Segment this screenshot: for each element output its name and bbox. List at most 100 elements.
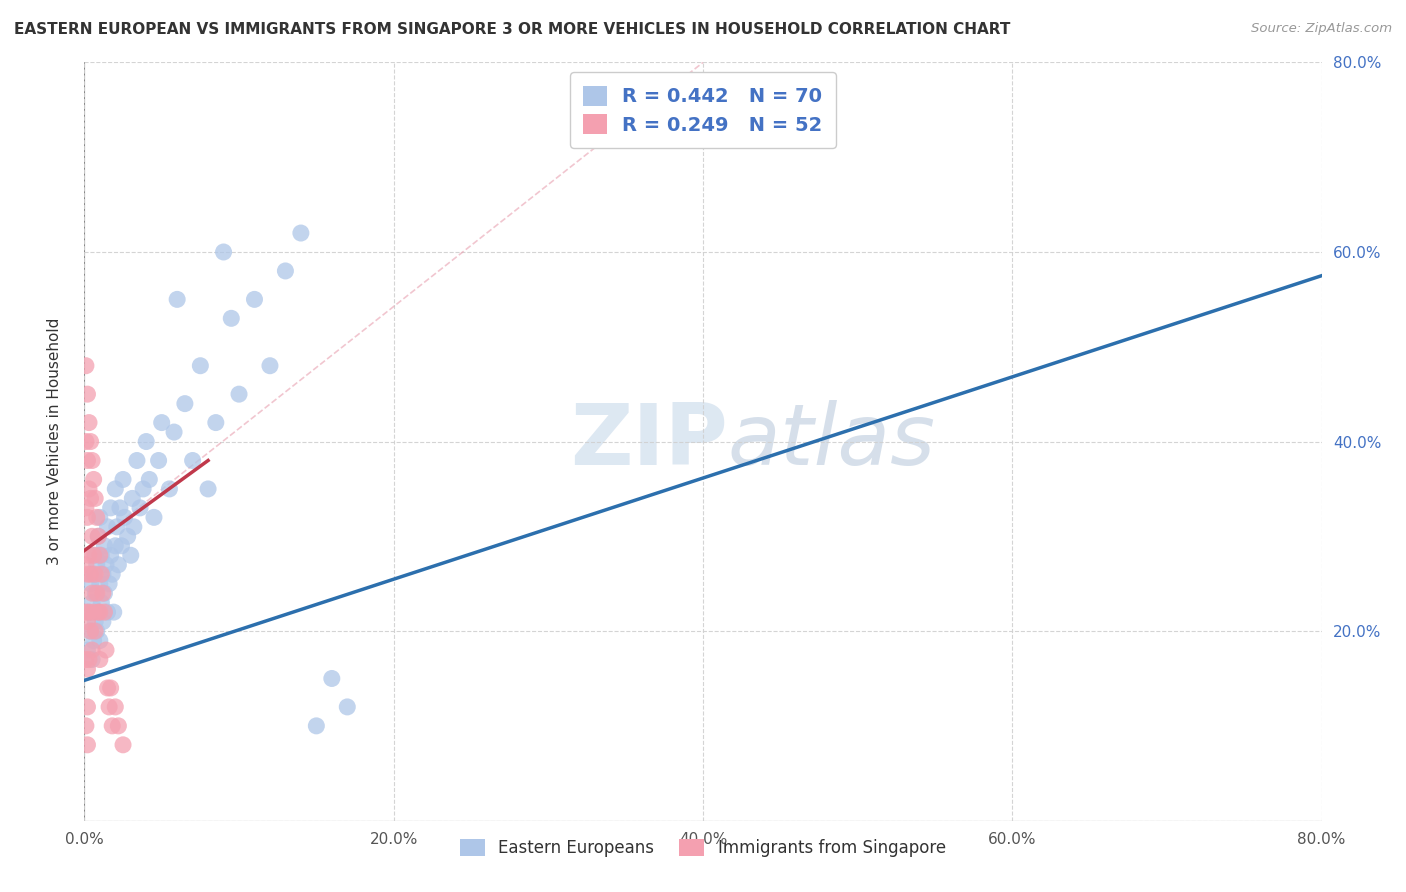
Point xyxy=(91,615,114,629)
Y-axis label: 3 or more Vehicles in Household: 3 or more Vehicles in Household xyxy=(48,318,62,566)
Point xyxy=(100,548,122,563)
Point xyxy=(163,425,186,439)
Point xyxy=(219,311,242,326)
Point xyxy=(79,576,101,591)
Point xyxy=(87,529,110,543)
Text: ZIP: ZIP xyxy=(569,400,728,483)
Point xyxy=(83,605,105,619)
Point xyxy=(104,482,127,496)
Point xyxy=(75,359,97,373)
Point xyxy=(104,539,127,553)
Point xyxy=(84,548,107,563)
Point xyxy=(82,643,104,657)
Point xyxy=(77,605,100,619)
Point xyxy=(83,473,105,487)
Point xyxy=(76,387,98,401)
Point xyxy=(82,453,104,467)
Point xyxy=(75,652,97,666)
Point xyxy=(138,473,160,487)
Point xyxy=(77,652,100,666)
Point xyxy=(107,558,129,572)
Point xyxy=(83,548,105,563)
Text: EASTERN EUROPEAN VS IMMIGRANTS FROM SINGAPORE 3 OR MORE VEHICLES IN HOUSEHOLD CO: EASTERN EUROPEAN VS IMMIGRANTS FROM SING… xyxy=(14,22,1011,37)
Point xyxy=(84,491,107,506)
Point xyxy=(86,624,108,639)
Text: atlas: atlas xyxy=(728,400,936,483)
Point xyxy=(75,558,97,572)
Point xyxy=(76,567,98,582)
Point xyxy=(148,453,170,467)
Point xyxy=(93,539,115,553)
Point xyxy=(188,359,211,373)
Point xyxy=(76,510,98,524)
Point xyxy=(76,615,98,629)
Point xyxy=(101,719,124,733)
Point xyxy=(89,548,111,563)
Point xyxy=(96,605,118,619)
Point xyxy=(86,558,108,572)
Point xyxy=(290,226,312,240)
Point xyxy=(135,434,157,449)
Point xyxy=(91,586,114,600)
Point xyxy=(76,643,98,657)
Point xyxy=(104,699,127,714)
Point xyxy=(90,548,112,563)
Point xyxy=(336,699,359,714)
Point xyxy=(94,643,117,657)
Point xyxy=(112,738,135,752)
Point xyxy=(82,529,104,543)
Point xyxy=(205,416,228,430)
Point xyxy=(212,244,235,259)
Point xyxy=(77,605,100,619)
Point xyxy=(75,719,97,733)
Point xyxy=(77,416,100,430)
Point xyxy=(132,482,155,496)
Point xyxy=(114,510,136,524)
Point xyxy=(79,624,101,639)
Point xyxy=(122,520,145,534)
Point xyxy=(83,567,105,582)
Point xyxy=(159,482,180,496)
Point xyxy=(89,652,111,666)
Point xyxy=(89,605,111,619)
Point xyxy=(79,624,101,639)
Point xyxy=(108,500,131,515)
Point xyxy=(87,605,110,619)
Point xyxy=(121,491,143,506)
Point xyxy=(166,293,188,307)
Point xyxy=(197,482,219,496)
Point xyxy=(76,738,98,752)
Point xyxy=(79,434,101,449)
Point xyxy=(100,500,122,515)
Point xyxy=(89,633,111,648)
Point xyxy=(98,699,121,714)
Point xyxy=(321,672,343,686)
Point xyxy=(84,567,107,582)
Point xyxy=(86,586,108,600)
Point xyxy=(174,396,197,410)
Point xyxy=(100,681,122,695)
Point xyxy=(90,596,112,610)
Point xyxy=(305,719,328,733)
Point xyxy=(96,520,118,534)
Point xyxy=(101,567,124,582)
Point xyxy=(84,615,107,629)
Point xyxy=(75,605,97,619)
Point xyxy=(243,293,266,307)
Point xyxy=(228,387,250,401)
Point xyxy=(105,520,128,534)
Point xyxy=(125,453,148,467)
Point xyxy=(143,510,166,524)
Point xyxy=(96,681,118,695)
Point xyxy=(259,359,281,373)
Point xyxy=(77,548,100,563)
Point xyxy=(84,586,107,600)
Point xyxy=(77,482,100,496)
Point xyxy=(87,529,110,543)
Point xyxy=(93,605,115,619)
Point xyxy=(103,605,125,619)
Point xyxy=(181,453,204,467)
Point xyxy=(82,586,104,600)
Point xyxy=(89,576,111,591)
Point xyxy=(84,624,107,639)
